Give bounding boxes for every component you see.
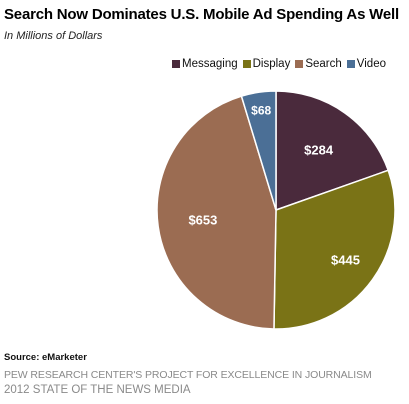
legend-label-messaging: Messaging bbox=[182, 58, 238, 70]
legend-swatch-display bbox=[242, 60, 251, 68]
pie-slice-video bbox=[240, 90, 277, 211]
legend-label-video: Video bbox=[356, 58, 386, 70]
legend-swatch-messaging bbox=[172, 60, 180, 68]
chart-title: Search Now Dominates U.S. Mobile Ad Spen… bbox=[4, 6, 399, 23]
pie-slice-display bbox=[273, 169, 396, 330]
pie-slice-messaging bbox=[275, 90, 390, 212]
legend-item-search: Search bbox=[295, 58, 342, 70]
credit-line-organization: PEW RESEARCH CENTER'S PROJECT FOR EXCELL… bbox=[4, 369, 372, 381]
pie-label-display: $445 bbox=[331, 253, 360, 268]
pie-label-search: $653 bbox=[188, 213, 217, 228]
legend-item-display: Display bbox=[242, 58, 291, 70]
legend-label-display: Display bbox=[252, 58, 291, 70]
pie-label-messaging: $284 bbox=[304, 142, 334, 157]
legend-item-messaging: Messaging bbox=[172, 58, 238, 70]
pie-slice-search bbox=[156, 95, 277, 330]
legend-label-search: Search bbox=[305, 58, 342, 70]
legend-swatch-search bbox=[295, 60, 304, 68]
legend-swatch-video bbox=[346, 60, 355, 68]
legend-item-video: Video bbox=[346, 58, 386, 70]
legend: Messaging Display Search Video bbox=[172, 58, 391, 70]
chart-subtitle: In Millions of Dollars bbox=[4, 30, 103, 42]
credit-line-report: 2012 STATE OF THE NEWS MEDIA bbox=[4, 384, 191, 396]
pie-label-video: $68 bbox=[251, 103, 271, 117]
source-note: Source: eMarketer bbox=[4, 352, 87, 363]
